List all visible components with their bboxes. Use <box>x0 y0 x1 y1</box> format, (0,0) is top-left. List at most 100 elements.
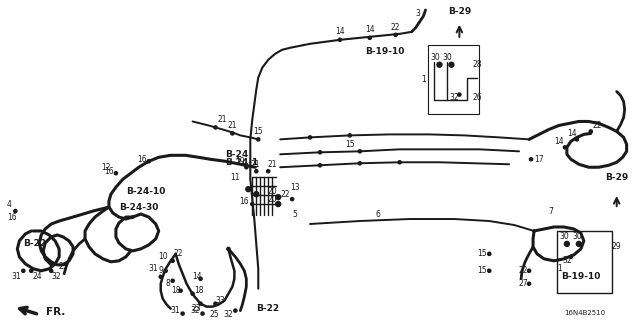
Circle shape <box>458 93 461 96</box>
Circle shape <box>437 62 442 67</box>
Text: 14: 14 <box>567 129 577 138</box>
Circle shape <box>244 166 248 169</box>
Text: 12: 12 <box>101 163 111 172</box>
Circle shape <box>527 282 531 285</box>
Circle shape <box>319 164 321 167</box>
Text: 32: 32 <box>562 256 572 265</box>
Text: 16N4B2510: 16N4B2510 <box>564 310 605 316</box>
Text: 18: 18 <box>194 286 204 295</box>
Circle shape <box>199 302 202 305</box>
Text: B-22: B-22 <box>23 239 47 248</box>
Circle shape <box>147 160 150 163</box>
Circle shape <box>214 126 217 129</box>
Text: 15: 15 <box>477 266 487 275</box>
Circle shape <box>276 202 281 207</box>
Text: 16: 16 <box>137 155 147 164</box>
Text: 22: 22 <box>174 249 184 258</box>
Text: 11: 11 <box>230 173 240 182</box>
Bar <box>557 231 612 293</box>
Text: 21: 21 <box>228 121 237 130</box>
Text: 32: 32 <box>449 93 460 102</box>
Circle shape <box>201 312 204 315</box>
Circle shape <box>171 259 174 262</box>
Circle shape <box>577 241 581 246</box>
Circle shape <box>164 269 167 272</box>
Text: 15: 15 <box>253 127 263 136</box>
Text: B-24-1: B-24-1 <box>225 158 259 167</box>
Circle shape <box>22 269 25 272</box>
Circle shape <box>529 158 532 161</box>
Text: 4: 4 <box>6 200 12 209</box>
Circle shape <box>50 269 52 272</box>
Text: B-24-30: B-24-30 <box>119 203 158 212</box>
Circle shape <box>564 241 570 246</box>
Text: 23: 23 <box>58 262 68 271</box>
Text: B-19-10: B-19-10 <box>561 272 600 281</box>
Text: B-19-10: B-19-10 <box>365 47 404 56</box>
Circle shape <box>563 146 566 149</box>
Circle shape <box>29 269 33 272</box>
Circle shape <box>254 192 259 196</box>
Text: B-24: B-24 <box>225 150 249 159</box>
Circle shape <box>570 255 572 259</box>
Text: 16: 16 <box>8 212 17 221</box>
Circle shape <box>251 203 254 206</box>
Text: 30: 30 <box>442 53 452 62</box>
Text: 8: 8 <box>165 279 170 288</box>
Circle shape <box>291 197 294 201</box>
Circle shape <box>488 252 491 255</box>
Text: 10: 10 <box>158 252 168 261</box>
Text: 30: 30 <box>431 53 440 62</box>
Text: 31: 31 <box>148 264 157 273</box>
Circle shape <box>179 289 182 292</box>
Circle shape <box>449 62 454 67</box>
Text: B-24-10: B-24-10 <box>126 187 165 196</box>
Circle shape <box>358 150 362 153</box>
Text: 21: 21 <box>218 115 227 124</box>
Text: 16: 16 <box>239 196 249 206</box>
Circle shape <box>246 187 251 192</box>
Text: 27: 27 <box>518 279 528 288</box>
Circle shape <box>398 161 401 164</box>
Text: 15: 15 <box>477 249 487 258</box>
Circle shape <box>227 247 230 251</box>
Circle shape <box>231 132 234 135</box>
Circle shape <box>394 33 397 36</box>
Circle shape <box>589 130 593 133</box>
Circle shape <box>339 38 342 41</box>
Text: FR.: FR. <box>46 307 65 316</box>
Text: 32: 32 <box>51 272 61 281</box>
Text: 29: 29 <box>612 242 621 252</box>
Text: 20: 20 <box>268 187 277 196</box>
Bar <box>428 45 479 115</box>
Text: 32: 32 <box>191 306 200 315</box>
Text: 19: 19 <box>236 157 245 166</box>
Text: 32: 32 <box>223 310 233 319</box>
Text: 22: 22 <box>391 23 401 32</box>
Text: 14: 14 <box>335 27 345 36</box>
Circle shape <box>368 36 371 39</box>
Circle shape <box>191 292 194 295</box>
Text: 25: 25 <box>210 310 220 319</box>
Text: 31: 31 <box>12 272 21 281</box>
Circle shape <box>575 138 579 141</box>
Circle shape <box>257 138 260 141</box>
Text: 16: 16 <box>104 167 114 176</box>
Text: B-29: B-29 <box>605 173 628 182</box>
Text: 26: 26 <box>472 93 482 102</box>
Text: 1: 1 <box>422 75 426 84</box>
Circle shape <box>348 134 351 137</box>
Text: 18: 18 <box>171 286 180 295</box>
Circle shape <box>267 170 270 173</box>
Circle shape <box>14 210 17 213</box>
Text: 13: 13 <box>291 183 300 192</box>
Text: 21: 21 <box>250 160 260 169</box>
Circle shape <box>319 151 321 154</box>
Text: 1: 1 <box>557 264 562 273</box>
Text: 20: 20 <box>268 195 277 204</box>
Circle shape <box>308 136 312 139</box>
Circle shape <box>171 279 174 282</box>
Circle shape <box>488 269 491 272</box>
Text: 14: 14 <box>554 137 564 146</box>
Text: 22: 22 <box>518 266 528 275</box>
